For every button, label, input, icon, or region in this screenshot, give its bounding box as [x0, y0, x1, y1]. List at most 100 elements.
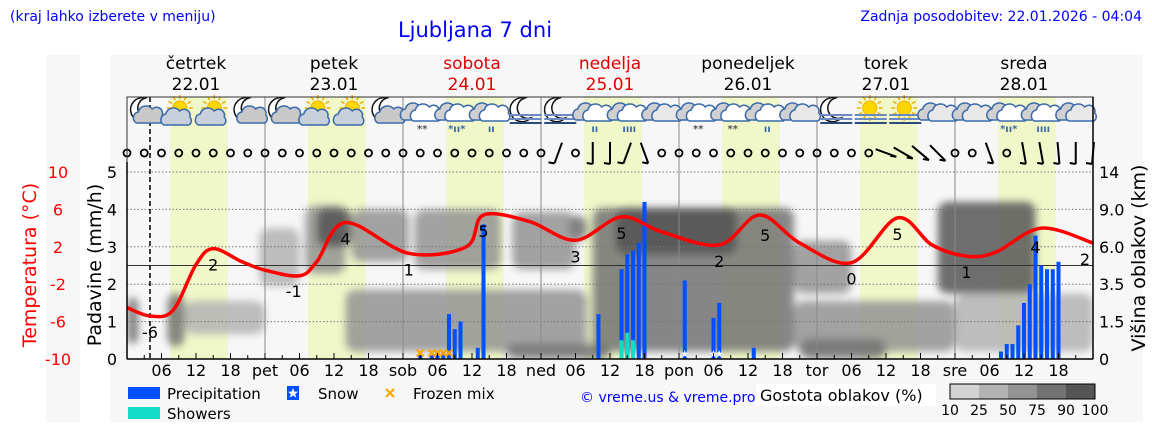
x-hour-label: 12: [1014, 361, 1034, 380]
precip-symbol: ıı: [764, 124, 771, 135]
precipitation-bar: [1022, 302, 1026, 359]
precipitation-bar: [441, 351, 446, 359]
barb-flag: [987, 161, 994, 165]
precip-tick-label: 1: [107, 313, 117, 332]
colorbar-swatch: [979, 384, 1008, 399]
precipitation-bar: [711, 317, 716, 359]
snow-marker-icon: [715, 350, 724, 358]
overcast-icon: [779, 102, 822, 122]
sun-ray: [359, 100, 364, 105]
moon-cloud-icon: [371, 96, 407, 124]
calm-wind-icon: [260, 148, 270, 158]
sun-cloud-icon: [160, 95, 193, 126]
precipitation-bar: [751, 347, 756, 359]
wind-barb-icon: [548, 142, 563, 165]
day-date: 28.01: [1000, 75, 1049, 95]
precipitation-bar: [596, 314, 601, 359]
legend-showers-swatch: [128, 407, 160, 419]
legend: Precipitation Snow Frozen mix Showers © …: [128, 383, 1108, 423]
barb-shaft: [553, 142, 563, 164]
precipitation-bar: [1045, 269, 1049, 359]
calm-wind-icon: [709, 148, 718, 158]
x-hour-label: 06: [151, 361, 171, 380]
calm-wind-icon: [760, 148, 770, 158]
precipitation-bar: [1004, 344, 1009, 359]
precip-tick-label: 5: [107, 163, 117, 182]
wind-barb-icon: [586, 142, 594, 165]
day-name: torek: [864, 54, 908, 74]
calm-wind-icon: [312, 148, 322, 158]
wind-barb-icon: [893, 146, 914, 160]
colorbar-label: 10: [941, 403, 959, 419]
barb-flag: [586, 162, 593, 165]
moon-fog-icon: [509, 96, 542, 124]
credit-link[interactable]: © vreme.us & vreme.pro: [580, 390, 755, 406]
cloud-rain-icon: ıı: [744, 102, 787, 135]
calm-wind-icon: [967, 148, 977, 158]
calm-wind-icon: [277, 148, 287, 158]
cloud-height-tick-label: 6.0: [1099, 238, 1124, 257]
precip-symbol: ıı: [488, 124, 495, 135]
temperature-label: 3: [570, 247, 580, 266]
temperature-label: 5: [760, 226, 770, 245]
day-name: ponedeljek: [701, 54, 795, 74]
cloud-patch: [345, 289, 587, 352]
wind-barb-icon: [984, 142, 995, 165]
precipitation-bar: [1033, 235, 1038, 359]
cloud-height-tick-label: 9.0: [1099, 200, 1124, 219]
location-hint[interactable]: (kraj lahko izberete v meniju): [10, 9, 216, 25]
x-hour-label: 18: [634, 361, 654, 380]
day-date: 26.01: [724, 75, 773, 95]
x-hour-label: 06: [841, 361, 861, 380]
temperature-label: 1: [404, 260, 414, 279]
precipitation-bar: [1056, 261, 1061, 359]
precip-symbol: *ıı*: [448, 124, 466, 135]
cloud-heavy-rain-icon: ıııı: [606, 102, 649, 135]
cloud-density-colorbar: 10 25 50 75 90 100: [941, 383, 1108, 419]
precip-symbol: **: [417, 124, 428, 135]
precipitation-bar: [1027, 284, 1032, 359]
day-date: 25.01: [586, 75, 635, 95]
frozen-mix-marker-icon: [416, 348, 425, 358]
wind-barb-icon: [875, 148, 897, 158]
x-hour-label: 18: [220, 361, 240, 380]
cloud-patch: [569, 215, 587, 241]
cloud-patch: [937, 201, 1036, 294]
showers-bar: [625, 332, 630, 359]
precipitation-bar: [1050, 269, 1055, 359]
calm-wind-icon: [812, 148, 822, 158]
colorbar-label: 25: [970, 403, 988, 419]
cloud-snow-icon: **: [399, 102, 442, 135]
calm-wind-icon: [795, 148, 805, 158]
temperature-line: [126, 211, 1094, 319]
cloud-snow-icon: **: [710, 102, 753, 135]
calm-wind-icon: [657, 148, 667, 158]
calm-wind-icon: [726, 148, 736, 158]
sun-fog-icon: [889, 95, 922, 124]
wind-barb-icon: [1069, 142, 1077, 165]
precipitation-bar: [619, 269, 624, 359]
wind-barb-icon: [911, 145, 930, 162]
day-name: petek: [310, 54, 358, 74]
barb-shaft: [911, 145, 930, 161]
weather-icons: ** *ıı* ıı ıı ıııı ** ** ıı *ıı* ıııı: [129, 95, 1098, 135]
snow-star-icon: [288, 388, 298, 398]
frozen-mix-stroke: [444, 348, 454, 358]
precipitation-bar: [458, 321, 463, 359]
cloud-shape: [160, 107, 193, 126]
cloud-patch: [184, 301, 265, 335]
day-name: četrtek: [166, 54, 227, 74]
precipitation-bar: [1016, 325, 1021, 359]
barb-flag: [939, 158, 946, 162]
precipitation-bar: [475, 347, 480, 359]
cloud-shape: [194, 107, 227, 126]
barb-flag: [890, 154, 897, 158]
barb-flag: [1019, 161, 1027, 165]
precipitation-bar: [625, 254, 630, 359]
cloud-patch: [512, 211, 576, 270]
sun-ray: [221, 100, 226, 105]
precip-symbol: ıı: [591, 124, 598, 135]
cloud-patch: [794, 240, 852, 294]
